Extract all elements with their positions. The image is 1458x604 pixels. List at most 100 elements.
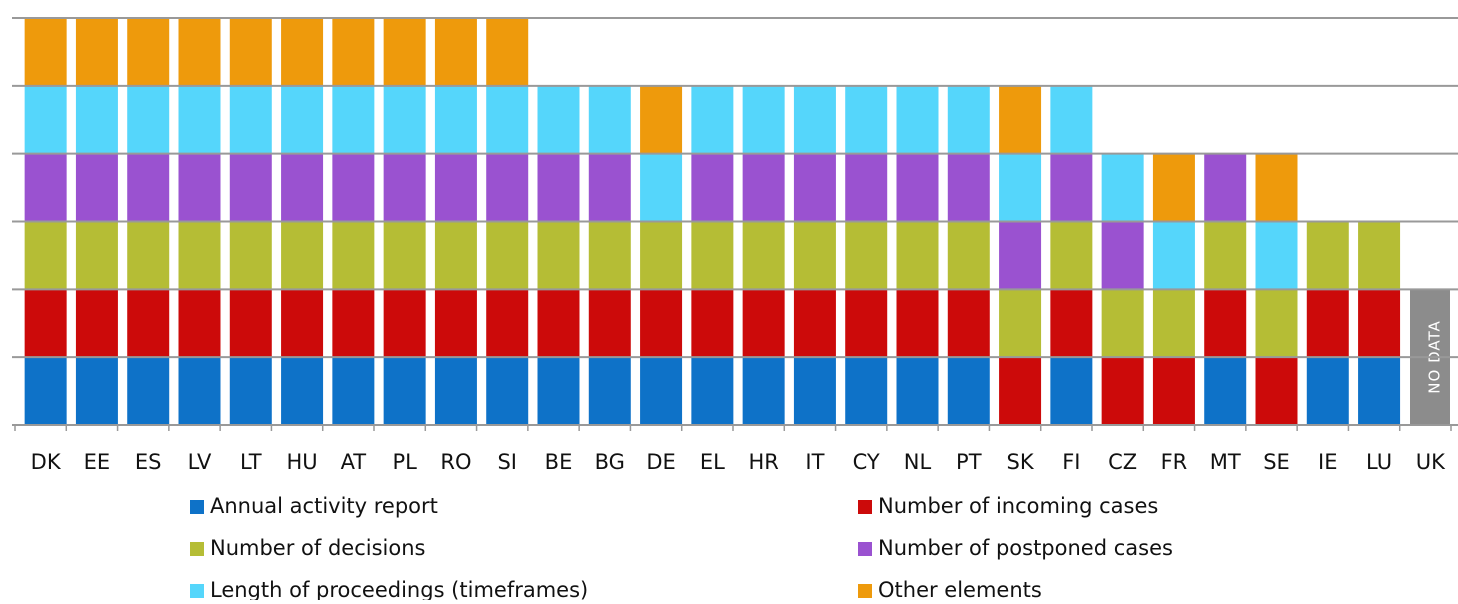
legend-swatch (190, 542, 204, 556)
bar-segment (127, 357, 170, 425)
bar-segment (434, 85, 477, 154)
bar-segment (75, 85, 118, 154)
x-tick-label: SK (1007, 450, 1035, 474)
bar-segment (1152, 221, 1195, 290)
bar-segment (793, 357, 836, 425)
legend-label: Number of postponed cases (878, 536, 1173, 560)
x-tick-label: ES (135, 450, 162, 474)
bar-segment (332, 18, 375, 86)
bar-segment (1255, 153, 1298, 222)
bar-segment (24, 18, 67, 86)
bar-segment (486, 289, 529, 358)
bar-segment (1358, 221, 1401, 290)
bar-segment (896, 357, 939, 425)
bar-segment (127, 289, 170, 358)
bar-segment (75, 153, 118, 222)
bar-segment (742, 357, 785, 425)
bar-segment (742, 153, 785, 222)
bar-segment (1050, 221, 1093, 290)
bar-segment (588, 153, 631, 222)
bar-segment (434, 289, 477, 358)
x-tick-label: FR (1161, 450, 1188, 474)
bar-segment (383, 85, 426, 154)
bar-segment (24, 357, 67, 425)
bar-segment (24, 289, 67, 358)
bar-segment (24, 153, 67, 222)
bar-segment (332, 357, 375, 425)
bar-segment (24, 85, 67, 154)
bar-segment (281, 153, 324, 222)
bar-segment (229, 357, 272, 425)
bar-segment (332, 289, 375, 358)
bar-segment (178, 85, 221, 154)
bar-segment (383, 289, 426, 358)
bar-segment (486, 221, 529, 290)
bar-segment (281, 18, 324, 86)
bar-segment (1050, 153, 1093, 222)
bar-segment (486, 357, 529, 425)
bar-segment (793, 153, 836, 222)
bar-segment (1101, 289, 1144, 358)
x-tick-label: NL (904, 450, 932, 474)
bar-segment (75, 357, 118, 425)
legend-swatch (190, 584, 204, 598)
bar-segment (178, 153, 221, 222)
bar-segment (537, 153, 580, 222)
x-tick-label: LV (188, 450, 212, 474)
x-tick-label: CZ (1108, 450, 1137, 474)
bar-segment (947, 153, 990, 222)
bar-segment (281, 289, 324, 358)
legend-swatch (858, 584, 872, 598)
bar-segment (486, 18, 529, 86)
bar-segment (1050, 85, 1093, 154)
bar-segment (127, 18, 170, 86)
bar-segment (1204, 357, 1247, 425)
legend-swatch (858, 542, 872, 556)
bar-segment (588, 85, 631, 154)
bar-segment (24, 221, 67, 290)
x-tick-label: IT (805, 450, 824, 474)
bar-segment (383, 153, 426, 222)
bar-segment (640, 357, 683, 425)
bar-segment (691, 357, 734, 425)
x-tick-label: LU (1366, 450, 1392, 474)
bar-segment (1306, 289, 1349, 358)
bar-segment (845, 221, 888, 290)
x-tick-label: AT (341, 450, 367, 474)
bar-segment (75, 18, 118, 86)
bar-segment (1152, 153, 1195, 222)
bar-segment (999, 289, 1042, 358)
bar-segment (434, 357, 477, 425)
legend-label: Other elements (878, 578, 1042, 600)
legend-swatch (858, 500, 872, 514)
bar-segment (999, 357, 1042, 425)
bar-segment (640, 85, 683, 154)
bar-segment (896, 153, 939, 222)
x-tick-label: HU (286, 450, 317, 474)
bar-segment (1101, 153, 1144, 222)
bar-segment (281, 85, 324, 154)
bar-segment (229, 153, 272, 222)
x-tick-label: BG (595, 450, 625, 474)
legend-label: Length of proceedings (timeframes) (210, 578, 588, 600)
bar-segment (691, 153, 734, 222)
bar-segment (127, 85, 170, 154)
x-tick-label: EL (700, 450, 725, 474)
bar-segment (1101, 357, 1144, 425)
x-tick-label: MT (1210, 450, 1241, 474)
bar-segment (845, 85, 888, 154)
bar-segment (793, 221, 836, 290)
bar-segment (999, 221, 1042, 290)
bar-segment (537, 357, 580, 425)
bar-segment (999, 153, 1042, 222)
x-tick-label: HR (748, 450, 778, 474)
bar-segment (486, 85, 529, 154)
bar-segment (947, 289, 990, 358)
bar-segment (1255, 289, 1298, 358)
bar-segment (588, 221, 631, 290)
bar-segment (434, 18, 477, 86)
bar-segment (845, 153, 888, 222)
bar-segment (178, 221, 221, 290)
